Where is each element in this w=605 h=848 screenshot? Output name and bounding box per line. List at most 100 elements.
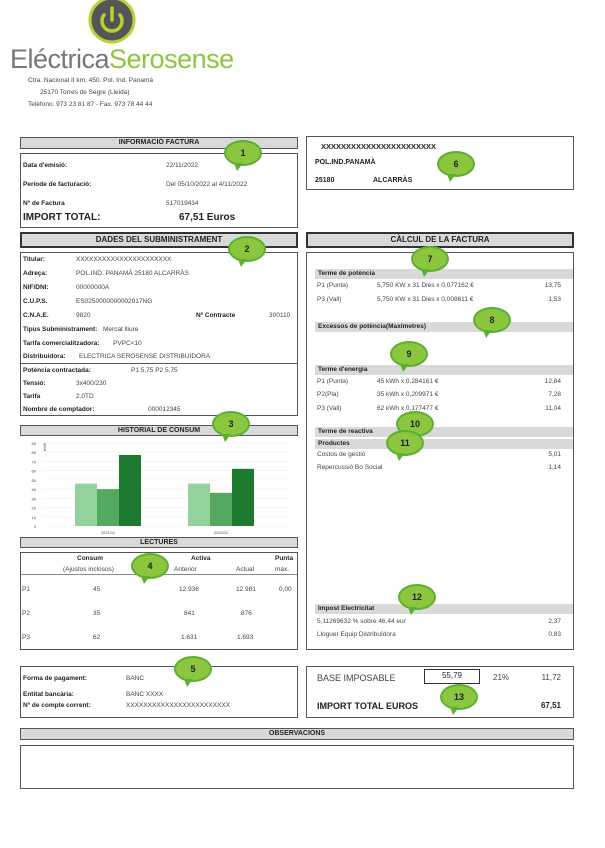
- recipient-city: ALCARRÀS: [373, 177, 413, 184]
- annotation-bubble: 5: [174, 656, 212, 687]
- label: Lloguer Equip Distribuïdora: [317, 631, 396, 638]
- label: Nº de Factura: [23, 200, 65, 207]
- section-power: Terme de potència: [315, 269, 573, 279]
- annotation-bubble: 4: [131, 553, 169, 584]
- label: Tarifa: [23, 393, 41, 400]
- label: NIF/DNI:: [23, 284, 49, 291]
- observations-header: OBSERVACIONS: [20, 728, 574, 740]
- observations-box: [20, 745, 574, 789]
- period: P1: [22, 586, 30, 593]
- label: Tensió:: [23, 380, 46, 387]
- label: Costos de gestió: [317, 451, 366, 458]
- recipient-zip: 25180: [315, 177, 335, 184]
- bar-p2: [97, 489, 119, 526]
- bar-p1: [75, 483, 97, 526]
- anterior: 841: [184, 610, 195, 617]
- y-tick-label: 40: [32, 487, 37, 492]
- vat-amount: 11,72: [541, 673, 561, 682]
- label: P3 (Vall): [317, 296, 342, 303]
- x-tick-label: 2021/11: [101, 530, 116, 535]
- label: P1 (Punta): [317, 378, 349, 385]
- calc-header: CÀLCUL DE LA FACTURA: [306, 232, 574, 248]
- y-tick-label: 90: [32, 441, 37, 446]
- detail: 5,750 KW x 31 Dies x 0,008611 €: [377, 296, 474, 303]
- label: Forma de pagament:: [23, 675, 87, 682]
- recipient-street: POL.IND.PANAMÀ: [315, 159, 376, 166]
- logo-part1: Eléctrica: [10, 44, 110, 74]
- label: Nº Contracte: [196, 312, 236, 319]
- y-tick-label: 60: [32, 469, 37, 474]
- anterior: 1.631: [181, 634, 198, 641]
- detail: 35 kWh x 0,209971 €: [377, 391, 439, 398]
- voltage: 3x400/230: [76, 380, 107, 387]
- actual: 1.693: [237, 634, 254, 641]
- annotation-bubble: 7: [411, 246, 449, 277]
- actual: 12.981: [236, 586, 256, 593]
- consumption-chart: 0 10 20 30 40 50 60 70 80 90 kWh 2021/11 2022/11: [32, 441, 292, 535]
- bar-p3: [119, 454, 141, 526]
- bank: BANC XXXX: [126, 691, 164, 698]
- cups: ES0250000000002017NG: [76, 298, 153, 305]
- payment-box: Forma de pagament: BANC Entitat bancària:…: [20, 666, 298, 718]
- annotation-bubble: 8: [473, 307, 511, 338]
- label: Nombre de comptador:: [23, 406, 95, 413]
- amount: 0,83: [548, 631, 561, 638]
- label: Període de facturació:: [23, 181, 92, 188]
- amount: 12,84: [544, 378, 561, 385]
- anterior: 12.936: [179, 586, 199, 593]
- billing-period: Del 05/10/2022 al 4/11/2022: [166, 181, 248, 188]
- titular: XXXXXXXXXXXXXXXXXXXXXX: [76, 256, 172, 263]
- consum: 35: [93, 610, 101, 617]
- amount: 1,14: [548, 464, 561, 471]
- label: Entitat bancària:: [23, 691, 74, 698]
- divider: [21, 363, 297, 364]
- label: Adreça:: [23, 270, 48, 277]
- annotation-bubble: 3: [212, 411, 250, 442]
- distributor: ELECTRICA SEROSENSE DISTRIBUIDORA: [79, 353, 211, 360]
- annotation-bubble: 9: [390, 341, 428, 372]
- label: C.N.A.E.: [23, 312, 49, 319]
- col-consum: Consum: [77, 555, 103, 562]
- amount: 13,75: [544, 282, 561, 289]
- power-logo-icon: [88, 0, 136, 44]
- label: P1 (Punta): [317, 282, 349, 289]
- contracted-power: P1 5,75 P2 5,75: [131, 367, 178, 374]
- total-label: IMPORT TOTAL:: [23, 212, 101, 223]
- col-punta: Punta: [275, 555, 294, 562]
- x-tick-label: 2022/11: [214, 530, 229, 535]
- label: Tarifa comercialitzadora:: [23, 340, 100, 347]
- detail: 45 kWh x 0,284161 €: [377, 378, 439, 385]
- section-reactive: Terme de reactiva: [315, 427, 573, 437]
- cnae: 9820: [76, 312, 91, 319]
- label: Data d'emisió:: [23, 162, 68, 169]
- vat-rate: 21%: [493, 673, 510, 682]
- company-logo-text: EléctricaSerosense: [10, 44, 234, 75]
- section-products: Productes: [315, 439, 573, 449]
- retail-tariff: PVPC<10: [113, 340, 142, 347]
- logo-part2: Serosense: [109, 44, 234, 74]
- amount: 2,37: [548, 618, 561, 625]
- annotation-bubble: 1: [224, 140, 262, 171]
- y-tick-label: 70: [32, 459, 37, 464]
- amount: 5,01: [548, 451, 561, 458]
- y-axis-label: kWh: [42, 443, 47, 451]
- y-tick-label: 0: [34, 524, 37, 529]
- base-value: 55,79: [424, 669, 480, 684]
- annotation-bubble: 2: [228, 236, 266, 267]
- total-value: 67,51 Euros: [179, 212, 236, 223]
- label: Titular:: [23, 256, 45, 263]
- section-excess: Excessos de potència(Maxímetres): [315, 322, 573, 332]
- payment-method: BANC: [126, 675, 145, 682]
- bar-p3: [232, 468, 254, 526]
- supply-box: Titular: XXXXXXXXXXXXXXXXXXXXXX Adreça: PO…: [20, 252, 298, 416]
- annotation-bubble: 11: [386, 430, 424, 461]
- y-tick-label: 20: [32, 506, 37, 511]
- label: Potència contractada:: [23, 367, 91, 374]
- bar-p2: [210, 492, 232, 526]
- calc-box: Terme de potència P1 (Punta) 5,750 KW x 3…: [306, 252, 574, 650]
- meter-number: 000012345: [148, 406, 181, 413]
- col-anterior: Anterior: [174, 566, 197, 573]
- recipient-name: XXXXXXXXXXXXXXXXXXXXXXX: [321, 142, 437, 151]
- amount: 11,04: [545, 405, 561, 412]
- label: C.U.P.S.: [23, 298, 48, 305]
